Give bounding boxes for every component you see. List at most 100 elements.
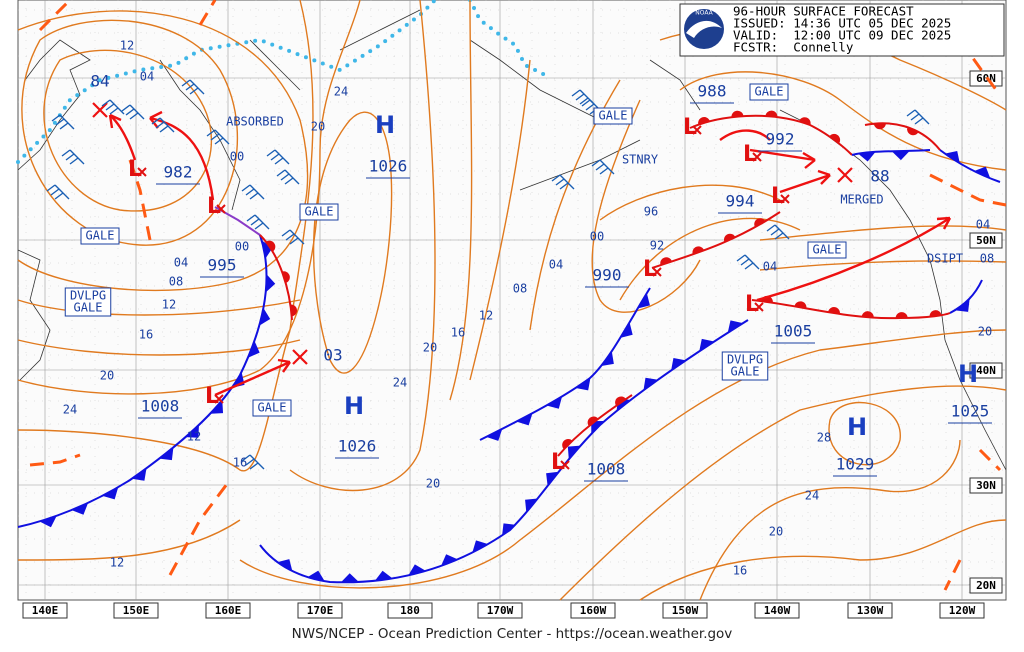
- cold-front-pip: [643, 377, 659, 391]
- central-pressure: 988: [698, 82, 727, 101]
- warm-front-pip: [861, 311, 874, 318]
- wind-barb: [766, 224, 790, 240]
- lon-label-box: [662, 602, 708, 619]
- isobar-label: 20: [978, 325, 992, 339]
- isobar-label: 00: [230, 150, 244, 164]
- warm-front-pip: [828, 307, 840, 314]
- cold-front-pip: [546, 471, 559, 486]
- cold-front-pip: [727, 320, 743, 333]
- low-cross: [214, 394, 224, 404]
- central-pressure: 1005: [774, 322, 813, 341]
- central-pressure: 1025: [951, 402, 990, 421]
- isobar-label: 12: [110, 556, 124, 570]
- cold-front-pip: [374, 570, 393, 581]
- warm-front-pip: [731, 110, 744, 118]
- cold-front-pip: [408, 564, 426, 576]
- annotation: GALE: [731, 365, 760, 379]
- central-pressure: 1026: [338, 437, 377, 456]
- wind-barb: [241, 184, 265, 200]
- cold-front: [479, 287, 651, 441]
- cold-front-pip: [857, 151, 876, 162]
- low-cross: [752, 152, 762, 162]
- wind-barb: [581, 99, 605, 115]
- warm-front-pip: [798, 117, 811, 126]
- annotation: GALE: [813, 243, 842, 257]
- cold-front-pip: [575, 377, 591, 391]
- isobar-label: 16: [451, 326, 465, 340]
- annotation: MERGED: [840, 193, 883, 207]
- isobar-label: 12: [479, 309, 493, 323]
- lon-label-box: [113, 602, 159, 619]
- isobar-label: 28: [817, 431, 831, 445]
- isobar-label: 88: [870, 167, 889, 186]
- high-symbol: H: [847, 413, 867, 441]
- header-valid: VALID: 12:00 UTC 09 DEC 2025: [733, 28, 951, 43]
- isobar-label: 84: [90, 72, 109, 91]
- lon-label-box: [205, 602, 251, 619]
- central-pressure: 990: [593, 266, 622, 285]
- isobar-label: 12: [120, 39, 134, 53]
- warm-front-pip: [660, 257, 672, 266]
- cold-front-pip: [567, 445, 581, 460]
- cold-front-pip: [637, 293, 650, 309]
- latitude-label: 30N: [976, 479, 996, 492]
- central-pressure: 1008: [141, 397, 180, 416]
- header-issued: ISSUED: 14:36 UTC 05 DEC 2025: [733, 16, 951, 31]
- warm-front-pip: [562, 439, 573, 450]
- annotation: GALE: [74, 301, 103, 315]
- warm-front-pip: [290, 304, 298, 317]
- longitude-label: 130W: [857, 604, 884, 617]
- cold-front-pip: [248, 340, 260, 358]
- warm-front-pip: [794, 301, 807, 309]
- isobar-label: 00: [590, 230, 604, 244]
- warm-front-pip: [929, 310, 942, 317]
- cold-front-pip: [340, 573, 359, 583]
- isobar-label: 04: [763, 260, 777, 274]
- wind-barb: [206, 129, 230, 145]
- longitude-label: 140W: [764, 604, 791, 617]
- wind-barb: [551, 174, 575, 190]
- warm-front-pip: [829, 133, 841, 144]
- annotation-box: [64, 287, 112, 317]
- annotation: STNRY: [622, 153, 659, 167]
- cold-front-pip: [546, 396, 563, 409]
- isobar-label: 92: [650, 239, 664, 253]
- warm-front-pip: [698, 117, 710, 125]
- low-cross: [137, 167, 147, 177]
- isobar-label: 04: [549, 258, 563, 272]
- central-pressure: 1026: [369, 157, 408, 176]
- wind-barbs: [46, 79, 930, 470]
- isobar-label: 16: [233, 456, 247, 470]
- header-box: NOAA 96-HOUR SURFACE FORECAST ISSUED: 14…: [679, 3, 1005, 57]
- lon-label-box: [297, 602, 343, 619]
- isobar-label: 08: [169, 275, 183, 289]
- central-pressure: 982: [164, 163, 193, 182]
- header-title: 96-HOUR SURFACE FORECAST: [733, 4, 914, 19]
- wind-barb: [571, 89, 595, 105]
- isobar-label: 20: [311, 120, 325, 134]
- wind-barb: [101, 99, 125, 115]
- annotation: DVLPG: [727, 353, 763, 367]
- annotation-box: [252, 399, 292, 417]
- cold-front-pip: [259, 308, 271, 326]
- isobar-label: 03: [323, 346, 342, 365]
- wind-barb: [241, 454, 265, 470]
- wind-barb: [281, 229, 305, 245]
- low-cross: [780, 194, 790, 204]
- isobar-label: 16: [733, 564, 747, 578]
- cold-front-pip: [262, 240, 273, 259]
- annotation-box: [721, 351, 769, 381]
- latitude-label: 20N: [976, 579, 996, 592]
- cold-front-pip: [699, 338, 715, 352]
- warm-front-pip: [907, 127, 919, 136]
- warm-front-pip: [895, 312, 908, 319]
- cold-front-pip: [265, 274, 276, 293]
- lon-label-box: [754, 602, 800, 619]
- cold-front-pip: [131, 468, 147, 481]
- cold-front-pip: [441, 554, 458, 566]
- cold-front-pip: [944, 151, 960, 164]
- central-pressure: 995: [208, 256, 237, 275]
- cold-front-pip: [955, 299, 970, 312]
